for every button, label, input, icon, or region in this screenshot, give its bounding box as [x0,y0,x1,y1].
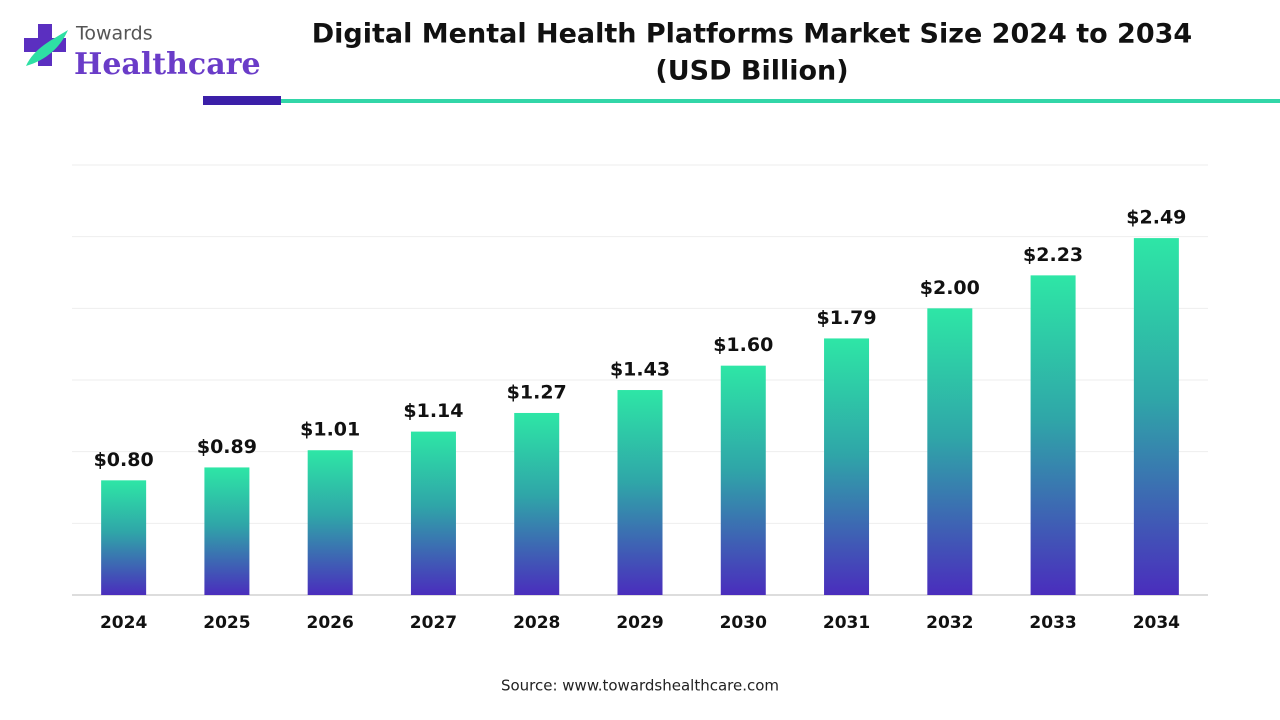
source: Source: www.towardshealthcare.com [501,677,779,695]
x-tick-label: 2033 [1029,613,1076,633]
data-label: $1.14 [403,400,463,422]
data-label: $2.49 [1126,207,1186,229]
bar [1030,275,1076,595]
bar [1133,238,1179,595]
header-accent [203,96,281,105]
data-label: $0.89 [197,436,257,458]
x-tick-label: 2030 [720,613,767,633]
bar [410,431,456,595]
x-tick-label: 2024 [100,613,147,633]
bar [307,450,353,595]
x-tick-label: 2034 [1133,613,1180,633]
bar [927,308,973,595]
bar [824,338,870,595]
bar [617,390,663,595]
bar [204,467,250,595]
logo-text: Healthcare [74,47,261,82]
bar [720,365,766,595]
bar [514,412,560,595]
data-label: $1.60 [713,334,773,356]
bar [101,480,147,595]
logo: Towards Healthcare [24,23,261,82]
logo-text: Towards [75,23,153,45]
x-tick-label: 2031 [823,613,870,633]
chart-title: Digital Mental Health Platforms Market S… [312,19,1192,50]
x-tick-label: 2032 [926,613,973,633]
data-label: $1.01 [300,419,360,441]
header-rule [281,99,1280,103]
data-label: $0.80 [94,449,154,471]
data-label: $1.43 [610,359,670,381]
chart-subtitle: (USD Billion) [655,56,848,87]
data-label: $1.79 [816,307,876,329]
x-tick-label: 2029 [616,613,663,633]
x-tick-label: 2028 [513,613,560,633]
logo-leaf [26,30,68,66]
data-label: $2.00 [920,277,980,299]
x-tick-label: 2026 [307,613,354,633]
x-tick-label: 2027 [410,613,457,633]
data-label: $1.27 [507,381,567,403]
x-tick-label: 2025 [203,613,250,633]
data-label: $2.23 [1023,244,1083,266]
